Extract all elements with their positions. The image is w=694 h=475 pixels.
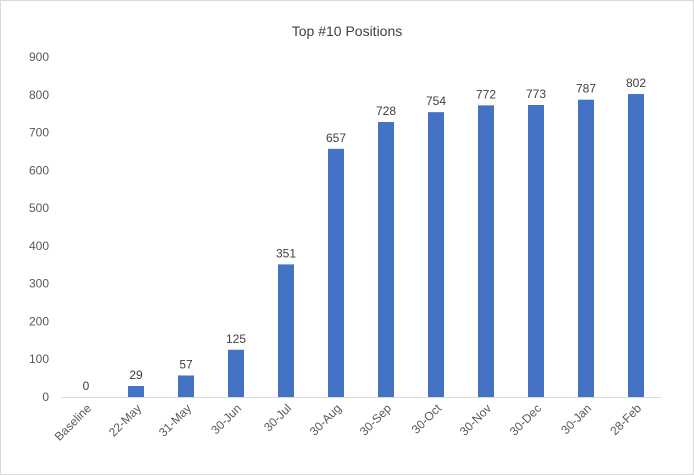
data-label: 351 <box>276 246 296 260</box>
x-tick-label: 31-May <box>156 401 194 439</box>
x-tick-label: 30-Sep <box>357 401 394 438</box>
data-label: 772 <box>476 87 496 101</box>
y-tick-label: 800 <box>29 88 49 102</box>
data-label: 57 <box>179 357 193 371</box>
y-tick-label: 400 <box>29 239 49 253</box>
x-tick-label: 30-Aug <box>307 401 344 438</box>
data-label: 125 <box>226 332 246 346</box>
chart-title: Top #10 Positions <box>292 23 403 39</box>
bar <box>478 105 494 397</box>
x-tick-label: Baseline <box>52 401 95 444</box>
y-tick-label: 0 <box>42 390 49 404</box>
bar <box>328 148 344 397</box>
data-label: 787 <box>576 82 596 96</box>
bars <box>128 94 644 398</box>
y-tick-label: 700 <box>29 126 49 140</box>
x-tick-label: 30-Jul <box>261 401 294 434</box>
x-axis: Baseline 22-May 31-May 30-Jun 30-Jul 30-Aug 30… <box>52 401 645 444</box>
bar <box>378 121 394 397</box>
data-label: 802 <box>626 76 646 90</box>
data-label: 728 <box>376 104 396 118</box>
x-tick-label: 30-Jun <box>208 401 244 437</box>
y-tick-label: 300 <box>29 277 49 291</box>
x-tick-label: 30-Dec <box>507 401 544 438</box>
y-tick-label: 200 <box>29 314 49 328</box>
bar <box>578 99 594 397</box>
bar <box>428 112 444 398</box>
bar <box>228 349 244 397</box>
x-tick-label: 30-Nov <box>457 401 494 438</box>
data-labels: 0 29 57 125 351 657 728 754 772 773 787 802 <box>83 76 647 393</box>
data-label: 657 <box>326 131 346 145</box>
data-label: 0 <box>83 379 90 393</box>
data-label: 29 <box>129 368 143 382</box>
x-tick-label: 22-May <box>106 401 144 439</box>
y-axis: 0 100 200 300 400 500 600 700 800 900 <box>29 50 49 404</box>
bar <box>628 94 644 398</box>
data-label: 773 <box>526 87 546 101</box>
x-tick-label: 30-Jan <box>558 401 594 437</box>
x-tick-label: 30-Oct <box>409 401 445 437</box>
bar <box>178 375 194 397</box>
data-label: 754 <box>426 94 446 108</box>
x-tick-label: 28-Feb <box>607 401 644 438</box>
y-tick-label: 100 <box>29 352 49 366</box>
y-tick-label: 500 <box>29 201 49 215</box>
bar <box>278 264 294 397</box>
bar <box>528 104 544 397</box>
y-tick-label: 900 <box>29 50 49 64</box>
bar <box>128 386 144 397</box>
y-tick-label: 600 <box>29 163 49 177</box>
